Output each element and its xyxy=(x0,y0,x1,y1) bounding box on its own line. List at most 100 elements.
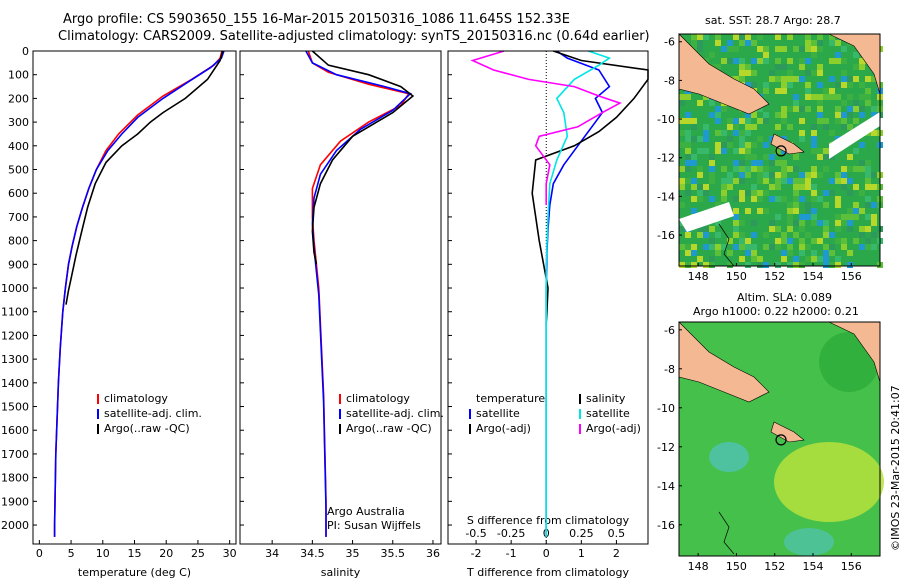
sst-cell xyxy=(823,94,829,100)
sst-cell xyxy=(703,124,709,130)
x-axis-label-salinity: salinity xyxy=(321,566,361,579)
sst-cell xyxy=(835,82,841,88)
sst-cell xyxy=(739,190,745,196)
map-x-tick-label: 148 xyxy=(688,270,709,283)
x-tick-label-difference: -2 xyxy=(471,547,482,560)
sst-cell xyxy=(871,232,877,238)
sst-cell xyxy=(703,130,709,136)
sst-cell xyxy=(769,154,775,160)
sst-cell xyxy=(709,52,715,58)
sst-cell xyxy=(709,196,715,202)
sst-cell xyxy=(859,232,865,238)
sst-cell xyxy=(769,136,775,142)
sst-cell xyxy=(823,154,829,160)
sst-cell xyxy=(775,238,781,244)
sst-cell xyxy=(739,220,745,226)
sst-cell xyxy=(697,100,703,106)
sst-cell xyxy=(805,106,811,112)
sst-cell xyxy=(811,184,817,190)
map-x-tick-label: 148 xyxy=(688,560,709,573)
sst-cell xyxy=(733,178,739,184)
sst-cell xyxy=(871,244,877,250)
y-tick-label: 600 xyxy=(8,187,29,200)
sst-cell xyxy=(691,184,697,190)
sst-cell xyxy=(739,166,745,172)
sst-cell xyxy=(757,118,763,124)
sst-cell xyxy=(763,262,769,268)
y-tick-label: 500 xyxy=(8,164,29,177)
sst-cell xyxy=(865,202,871,208)
sst-cell xyxy=(817,34,823,40)
sst-cell xyxy=(787,238,793,244)
sst-cell xyxy=(841,70,847,76)
series-satellite-adj-clim- xyxy=(305,50,412,537)
series-temperature-satellite xyxy=(545,50,611,537)
sst-cell xyxy=(793,46,799,52)
sst-cell xyxy=(817,100,823,106)
sst-cell xyxy=(823,166,829,172)
sst-cell xyxy=(781,106,787,112)
sst-cell xyxy=(817,94,823,100)
legend-temperature-label: climatology xyxy=(104,392,168,405)
copyright-footer: ©IMOS 23-Mar-2015 20:41:07 xyxy=(889,385,900,551)
sst-cell xyxy=(817,106,823,112)
sst-cell xyxy=(751,154,757,160)
sst-cell xyxy=(745,238,751,244)
sst-cell xyxy=(841,244,847,250)
land-new-guinea xyxy=(678,33,770,115)
sst-cell xyxy=(865,226,871,232)
sst-cell xyxy=(811,208,817,214)
x-tick-label-salinity: 35.5 xyxy=(381,547,406,560)
sst-cell xyxy=(823,244,829,250)
sst-cell xyxy=(697,172,703,178)
title-line-1: Argo profile: CS 5903650_155 16-Mar-2015… xyxy=(63,12,571,27)
x-tick-label-temperature: 5 xyxy=(68,547,75,560)
sst-cell xyxy=(865,88,871,94)
sst-cell xyxy=(829,88,835,94)
sst-cell xyxy=(841,124,847,130)
sst-cell xyxy=(781,232,787,238)
sst-cell xyxy=(835,94,841,100)
sst-cell xyxy=(871,184,877,190)
sst-cell xyxy=(865,196,871,202)
sst-cell xyxy=(835,112,841,118)
sst-cell xyxy=(865,100,871,106)
sst-cell xyxy=(679,226,685,232)
sst-cell xyxy=(835,40,841,46)
sla-high xyxy=(774,442,884,522)
sst-cell xyxy=(847,76,853,82)
sst-cell xyxy=(763,154,769,160)
sst-cell xyxy=(727,136,733,142)
sst-cell xyxy=(691,124,697,130)
sst-cell xyxy=(691,118,697,124)
sst-cell xyxy=(793,202,799,208)
sst-cell xyxy=(733,232,739,238)
sst-cell xyxy=(817,112,823,118)
y-tick-label: 1500 xyxy=(1,401,29,414)
sst-cell xyxy=(769,196,775,202)
sst-cell xyxy=(787,106,793,112)
cloud-gap xyxy=(679,202,734,232)
sst-cell xyxy=(727,58,733,64)
sst-cell xyxy=(757,34,763,40)
sst-cell xyxy=(835,106,841,112)
sst-cell xyxy=(841,178,847,184)
map-y-tick-label: -6 xyxy=(664,36,675,49)
x-axis-label-temperature: temperature (deg C) xyxy=(78,566,191,579)
sst-cell xyxy=(745,112,751,118)
sst-cell xyxy=(775,226,781,232)
sst-cell xyxy=(781,172,787,178)
sst-cell xyxy=(757,46,763,52)
sst-cell xyxy=(853,202,859,208)
sst-cell xyxy=(751,256,757,262)
sst-cell xyxy=(745,118,751,124)
sst-cell xyxy=(793,166,799,172)
sst-cell xyxy=(805,40,811,46)
sst-cell xyxy=(763,166,769,172)
sst-cell xyxy=(859,106,865,112)
sst-cell xyxy=(865,238,871,244)
x-tick-label-temperature: 0 xyxy=(36,547,43,560)
sst-cell xyxy=(853,106,859,112)
sst-cell xyxy=(787,124,793,130)
map-y-tick-label: -14 xyxy=(657,480,675,493)
